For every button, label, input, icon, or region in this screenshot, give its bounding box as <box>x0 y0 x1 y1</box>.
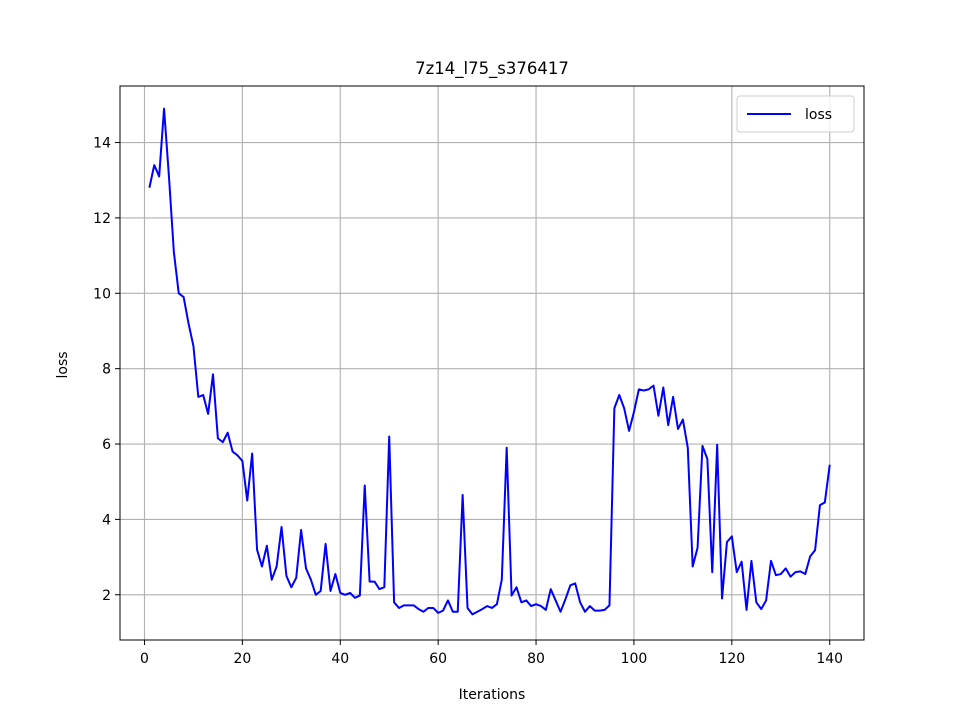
grid <box>120 86 864 640</box>
chart-title: 7z14_l75_s376417 <box>415 59 569 79</box>
y-tick-label: 4 <box>102 512 111 528</box>
y-tick-label: 10 <box>93 286 111 302</box>
x-tick-label: 20 <box>233 651 251 667</box>
y-tick-label: 2 <box>102 588 111 604</box>
y-tick-label: 12 <box>93 211 111 227</box>
y-tick-label: 6 <box>102 437 111 453</box>
x-tick-label: 0 <box>140 651 149 667</box>
x-axis-label: Iterations <box>459 687 526 703</box>
y-tick-label: 14 <box>93 136 111 152</box>
series-lines <box>148 107 831 616</box>
x-tick-label: 80 <box>527 651 545 667</box>
legend: loss <box>736 95 855 133</box>
legend-box <box>736 95 855 133</box>
x-tick-label: 140 <box>816 651 843 667</box>
axis-ticks: 0 20 40 60 80 100 120 140 2 4 6 8 10 12 14 <box>93 136 843 667</box>
y-axis-label: loss <box>55 351 71 378</box>
y-tick-label: 8 <box>102 362 111 378</box>
legend-label-loss: loss <box>805 107 832 123</box>
plot-frame <box>119 85 865 641</box>
x-tick-label: 120 <box>718 651 745 667</box>
x-tick-label: 60 <box>429 651 447 667</box>
x-tick-label: 40 <box>331 651 349 667</box>
x-tick-label: 100 <box>621 651 648 667</box>
series-line-loss <box>148 107 831 616</box>
